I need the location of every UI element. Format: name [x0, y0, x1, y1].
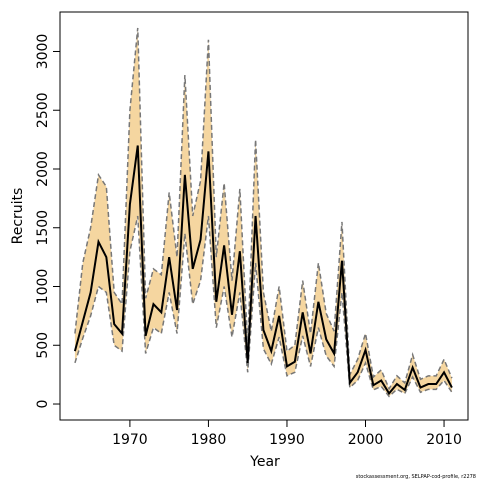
y-tick-label: 3000	[35, 34, 51, 70]
upper-bound-line	[74, 27, 453, 391]
y-tick-label: 500	[35, 332, 51, 359]
lower-bound-line	[74, 215, 453, 398]
x-tick-label: 1970	[112, 432, 148, 448]
x-tick-label: 1990	[269, 432, 305, 448]
confidence-band	[74, 27, 452, 397]
y-tick-label: 2000	[35, 151, 51, 187]
recruits-line	[73, 145, 453, 396]
y-tick-label: 1500	[35, 210, 51, 246]
y-tick-label: 0	[35, 400, 51, 409]
y-tick-label: 1000	[35, 269, 51, 305]
x-axis-label: Year	[249, 454, 280, 470]
x-tick-label: 1980	[191, 432, 227, 448]
x-tick-label: 2010	[426, 432, 462, 448]
y-tick-label: 2500	[35, 92, 51, 128]
plot-frame	[59, 11, 469, 421]
y-axis-label: Recruits	[10, 188, 26, 245]
footnote: stockassessment.org, SELPAP-cod-profile,…	[356, 474, 476, 480]
x-tick-label: 2000	[348, 432, 384, 448]
